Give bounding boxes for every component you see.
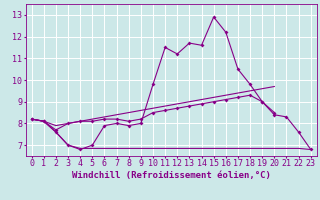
X-axis label: Windchill (Refroidissement éolien,°C): Windchill (Refroidissement éolien,°C) xyxy=(72,171,271,180)
